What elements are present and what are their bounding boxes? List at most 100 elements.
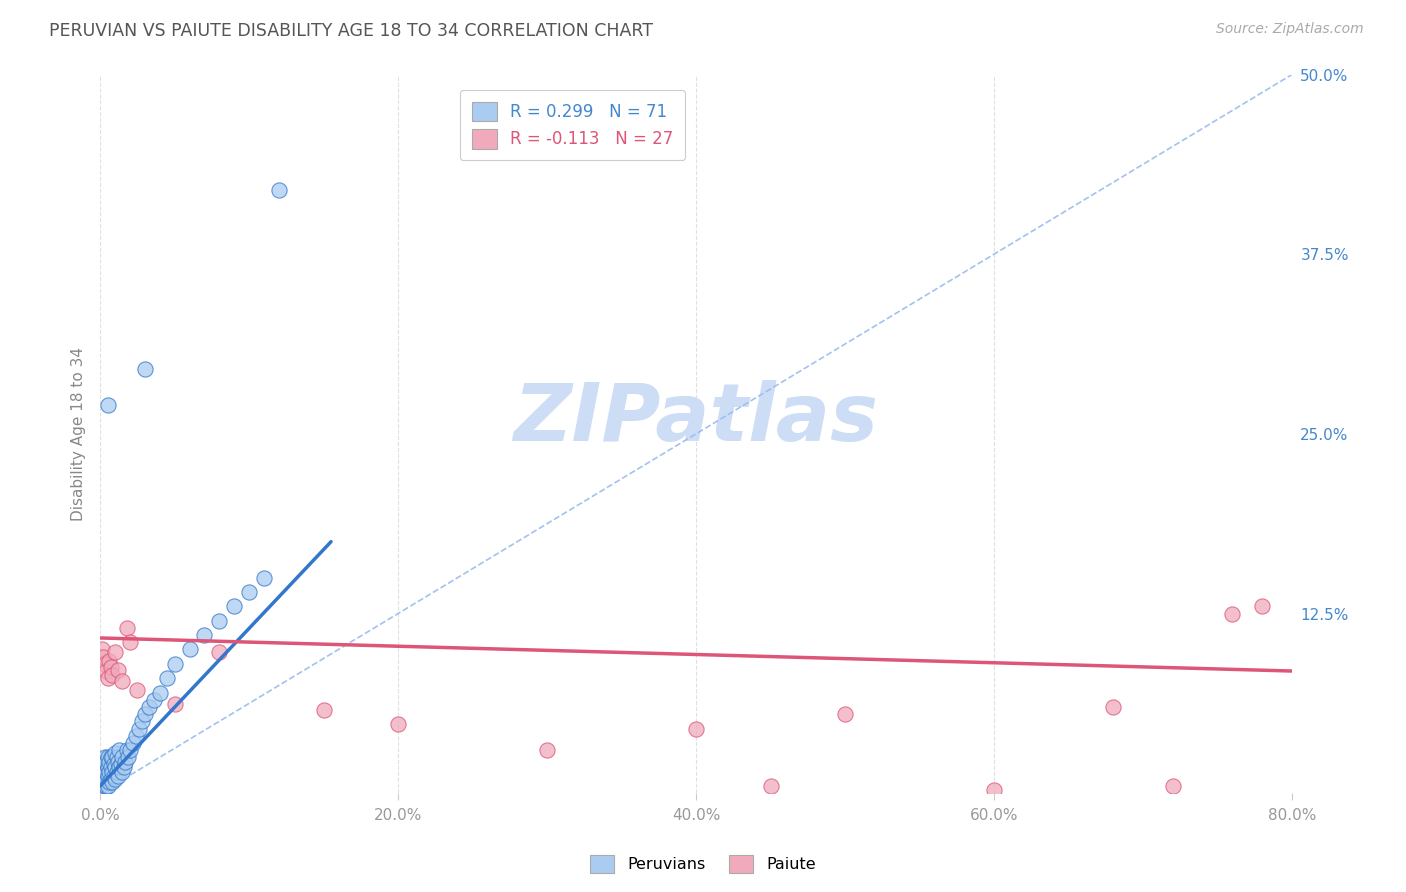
Point bbox=[94, 772, 117, 786]
Point bbox=[118, 743, 141, 757]
Point bbox=[115, 621, 138, 635]
Point bbox=[105, 750, 128, 764]
Point bbox=[93, 764, 115, 779]
Point bbox=[90, 774, 112, 789]
Point bbox=[93, 769, 115, 783]
Point bbox=[111, 750, 134, 764]
Point bbox=[138, 700, 160, 714]
Point bbox=[91, 649, 114, 664]
Point bbox=[97, 671, 120, 685]
Point bbox=[179, 642, 201, 657]
Point bbox=[163, 657, 186, 671]
Point bbox=[104, 746, 127, 760]
Point bbox=[536, 743, 558, 757]
Y-axis label: Disability Age 18 to 34: Disability Age 18 to 34 bbox=[72, 347, 86, 521]
Point bbox=[111, 764, 134, 779]
Legend: R = 0.299   N = 71, R = -0.113   N = 27: R = 0.299 N = 71, R = -0.113 N = 27 bbox=[460, 90, 685, 161]
Point bbox=[103, 769, 125, 783]
Point bbox=[208, 645, 231, 659]
Point bbox=[93, 657, 115, 671]
Point bbox=[97, 760, 120, 774]
Point bbox=[134, 707, 156, 722]
Point bbox=[91, 772, 114, 786]
Point bbox=[125, 729, 148, 743]
Point bbox=[103, 757, 125, 772]
Point bbox=[91, 779, 114, 793]
Point bbox=[98, 755, 121, 769]
Point bbox=[94, 779, 117, 793]
Point bbox=[93, 783, 115, 797]
Point bbox=[98, 654, 121, 668]
Point bbox=[127, 682, 149, 697]
Point bbox=[97, 750, 120, 764]
Point bbox=[97, 398, 120, 412]
Point bbox=[107, 663, 129, 677]
Point bbox=[97, 779, 120, 793]
Point bbox=[100, 659, 122, 673]
Point bbox=[107, 755, 129, 769]
Point bbox=[100, 750, 122, 764]
Point bbox=[759, 779, 782, 793]
Point bbox=[91, 757, 114, 772]
Point bbox=[107, 769, 129, 783]
Point bbox=[128, 722, 150, 736]
Point bbox=[101, 750, 124, 764]
Point bbox=[834, 707, 856, 722]
Point bbox=[90, 779, 112, 793]
Point bbox=[387, 717, 409, 731]
Point bbox=[108, 760, 131, 774]
Point bbox=[122, 736, 145, 750]
Point bbox=[163, 697, 186, 711]
Point bbox=[142, 692, 165, 706]
Point bbox=[110, 757, 132, 772]
Point bbox=[91, 774, 114, 789]
Point bbox=[91, 764, 114, 779]
Point bbox=[90, 642, 112, 657]
Point bbox=[131, 714, 153, 729]
Point bbox=[93, 750, 115, 764]
Point bbox=[267, 182, 290, 196]
Point bbox=[312, 703, 335, 717]
Point bbox=[101, 668, 124, 682]
Point bbox=[156, 671, 179, 685]
Point bbox=[108, 743, 131, 757]
Point bbox=[98, 764, 121, 779]
Point bbox=[93, 772, 115, 786]
Point bbox=[1102, 700, 1125, 714]
Text: Source: ZipAtlas.com: Source: ZipAtlas.com bbox=[1216, 22, 1364, 37]
Point bbox=[100, 760, 122, 774]
Point bbox=[104, 772, 127, 786]
Point bbox=[94, 664, 117, 678]
Point bbox=[101, 774, 124, 789]
Point bbox=[90, 769, 112, 783]
Point bbox=[111, 674, 134, 689]
Point bbox=[93, 779, 115, 793]
Point bbox=[193, 628, 215, 642]
Point bbox=[983, 783, 1005, 797]
Point bbox=[117, 750, 139, 764]
Point bbox=[91, 781, 114, 796]
Point bbox=[112, 760, 135, 774]
Legend: Peruvians, Paiute: Peruvians, Paiute bbox=[583, 848, 823, 880]
Point bbox=[104, 645, 127, 659]
Point bbox=[224, 599, 246, 614]
Point bbox=[1161, 779, 1184, 793]
Point bbox=[105, 764, 128, 779]
Text: ZIPatlas: ZIPatlas bbox=[513, 381, 879, 458]
Point bbox=[98, 774, 121, 789]
Point bbox=[208, 614, 231, 628]
Point bbox=[118, 635, 141, 649]
Point bbox=[101, 764, 124, 779]
Point bbox=[253, 571, 276, 585]
Point bbox=[685, 722, 707, 736]
Point bbox=[238, 585, 260, 599]
Point bbox=[134, 362, 156, 376]
Point bbox=[149, 685, 172, 699]
Point bbox=[1222, 607, 1244, 621]
Point bbox=[114, 755, 136, 769]
Point bbox=[94, 764, 117, 779]
Point bbox=[100, 772, 122, 786]
Point bbox=[1251, 599, 1274, 614]
Text: PERUVIAN VS PAIUTE DISABILITY AGE 18 TO 34 CORRELATION CHART: PERUVIAN VS PAIUTE DISABILITY AGE 18 TO … bbox=[49, 22, 654, 40]
Point bbox=[97, 769, 120, 783]
